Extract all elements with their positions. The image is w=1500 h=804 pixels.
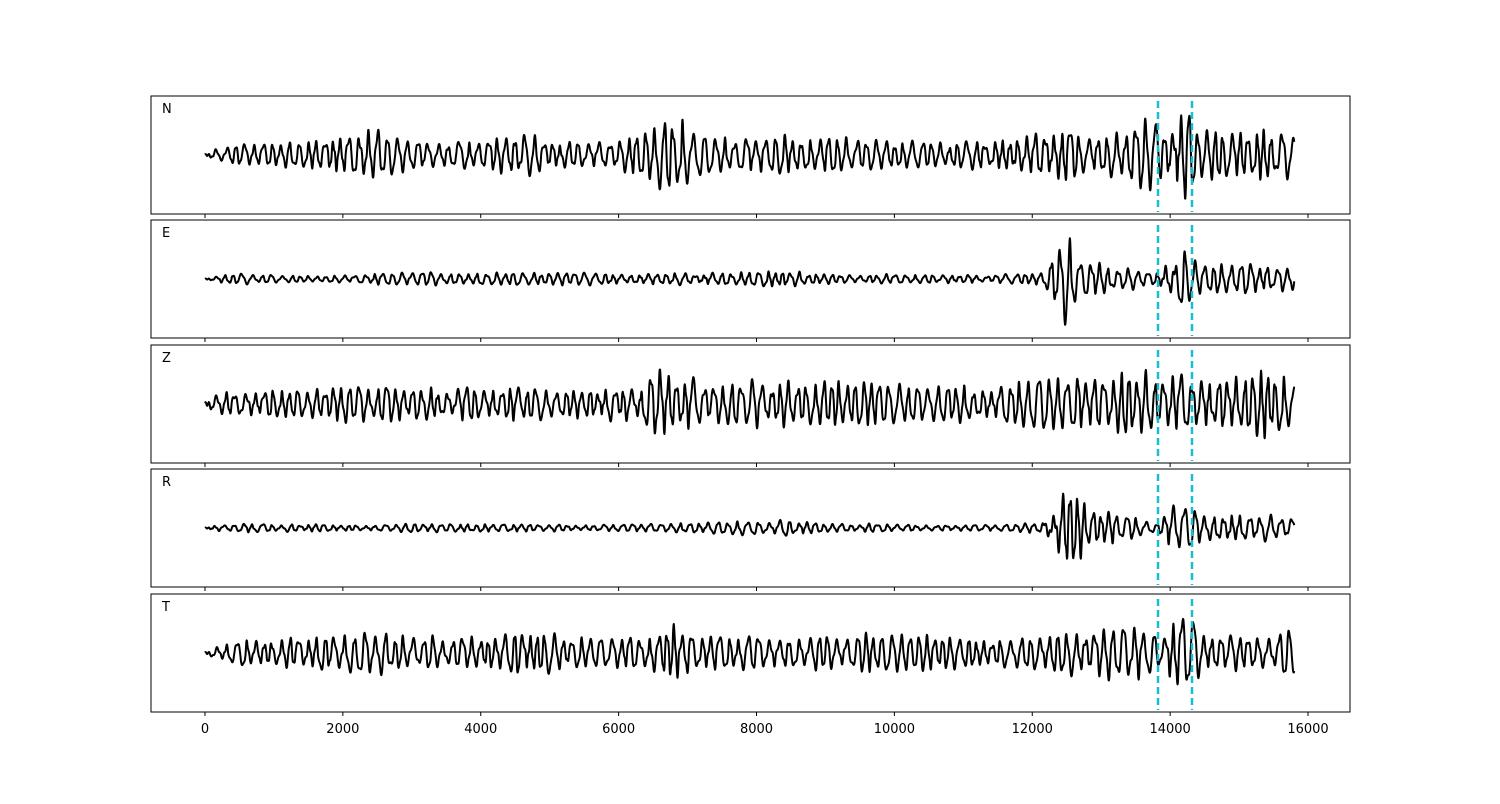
- x-tick-label: 12000: [1012, 722, 1053, 737]
- x-tick-label: 4000: [464, 722, 497, 737]
- panel-frame: [150, 95, 1351, 215]
- x-tick-label: 16000: [1287, 722, 1328, 737]
- x-tick-label: 14000: [1149, 722, 1190, 737]
- x-tick-label: 8000: [740, 722, 773, 737]
- panel-frame: [150, 593, 1351, 713]
- panel-frame: [150, 344, 1351, 464]
- panel-frame: [150, 219, 1351, 339]
- panel-label: N: [162, 102, 172, 117]
- waveform-n: [204, 114, 1296, 200]
- waveform-t: [204, 617, 1296, 686]
- x-tick-label: 10000: [874, 722, 915, 737]
- panel-label: T: [161, 600, 170, 615]
- x-tick-label: 6000: [602, 722, 635, 737]
- panel-label: Z: [162, 351, 171, 366]
- x-tick-label: 2000: [326, 722, 359, 737]
- waveform-z: [204, 368, 1296, 440]
- panel-label: E: [162, 226, 170, 241]
- waveform-r: [204, 492, 1296, 560]
- x-tick-label: 0: [201, 722, 209, 737]
- panel-frame: [150, 468, 1351, 588]
- panel-label: R: [162, 475, 171, 490]
- waveform-e: [204, 237, 1296, 326]
